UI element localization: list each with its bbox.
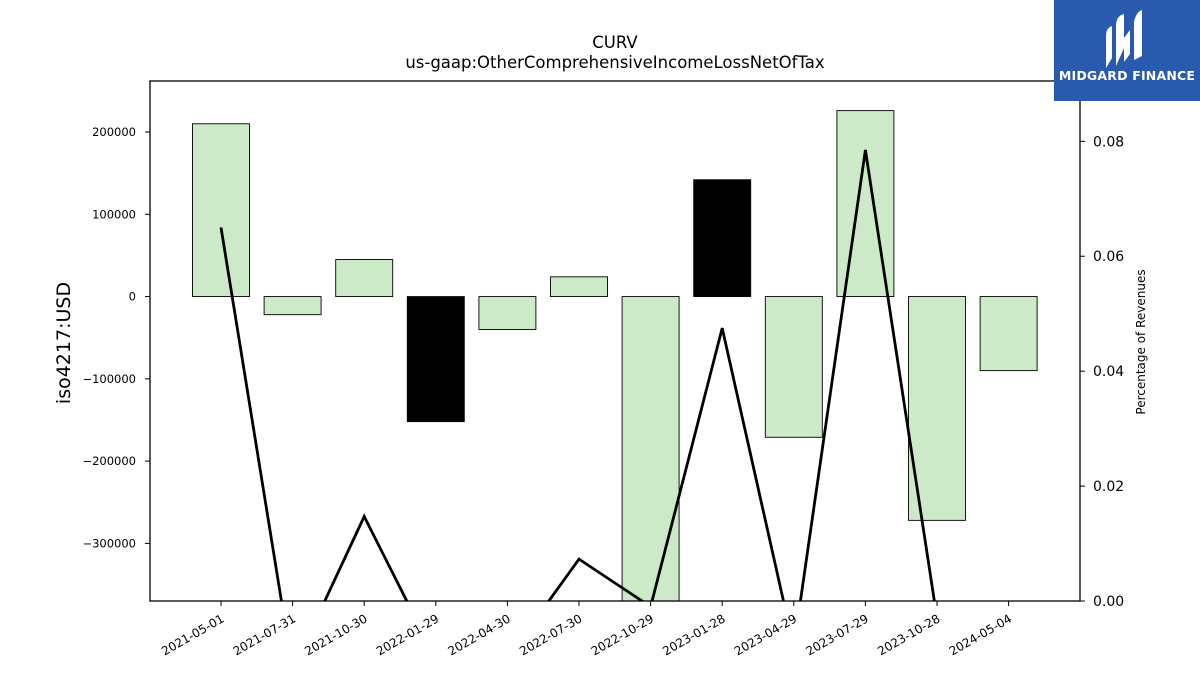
x-tick-label: 2022-01-29 (374, 611, 441, 658)
x-tick-label: 2023-01-28 (660, 611, 727, 658)
bar (908, 296, 966, 521)
y-tick-label: −300000 (82, 536, 136, 550)
y-tick-label: −200000 (82, 454, 136, 468)
x-tick-label: 2021-05-01 (159, 611, 226, 658)
brand-logo: MIDGARD FINANCE (1054, 0, 1200, 101)
y2-tick-label: 0.00 (1093, 594, 1124, 610)
y2-tick-label: 0.04 (1093, 364, 1124, 380)
bar (335, 259, 394, 298)
y-axis-right: 0.00 0.02 0.04 0.06 0.08 (1080, 134, 1124, 610)
midgard-m-logo-icon (1106, 10, 1142, 68)
brand-name: MIDGARD FINANCE (1058, 68, 1196, 83)
line-path (219, 149, 936, 601)
y-tick-label: 0 (129, 290, 136, 304)
bar (693, 179, 752, 298)
x-axis: 2021-05-01 2021-07-31 2021-10-30 2022-01-29… (159, 601, 1014, 658)
bar-series (192, 110, 1038, 601)
x-tick-label: 2022-04-30 (445, 611, 512, 658)
x-tick-label: 2021-07-31 (231, 611, 298, 658)
line-series (219, 149, 936, 601)
x-tick-label: 2023-04-29 (732, 611, 799, 658)
plot-frame (149, 80, 1081, 602)
bar (836, 110, 895, 298)
y2-tick-label: 0.08 (1093, 134, 1124, 150)
bar (263, 296, 322, 316)
bar (406, 296, 465, 423)
x-tick-label: 2021-10-30 (302, 611, 369, 658)
y2-tick-label: 0.02 (1093, 479, 1124, 495)
bar (764, 296, 823, 438)
y-tick-label: −100000 (82, 372, 136, 386)
y-axis-left: 200000 100000 0 −100000 −200000 −300000 (82, 125, 150, 550)
y-tick-label: 200000 (92, 125, 136, 139)
x-tick-label: 2023-10-28 (875, 611, 942, 658)
y2-tick-label: 0.06 (1093, 249, 1124, 265)
bar (550, 276, 608, 298)
bar (979, 296, 1038, 372)
x-tick-label: 2022-07-30 (517, 611, 584, 658)
y2-axis-label: Percentage of Revenues (1134, 269, 1148, 414)
bar (621, 296, 680, 601)
x-tick-label: 2023-07-29 (803, 611, 870, 658)
chart-title: CURV (592, 33, 638, 52)
y-axis-label: iso4217:USD (53, 282, 75, 404)
x-tick-label: 2022-10-29 (589, 611, 656, 658)
bar (478, 296, 537, 330)
y-tick-label: 100000 (92, 207, 136, 221)
x-tick-label: 2024-05-04 (947, 611, 1014, 658)
bar (192, 123, 250, 298)
chart-subtitle: us-gaap:OtherComprehensiveIncomeLossNetO… (405, 53, 825, 72)
